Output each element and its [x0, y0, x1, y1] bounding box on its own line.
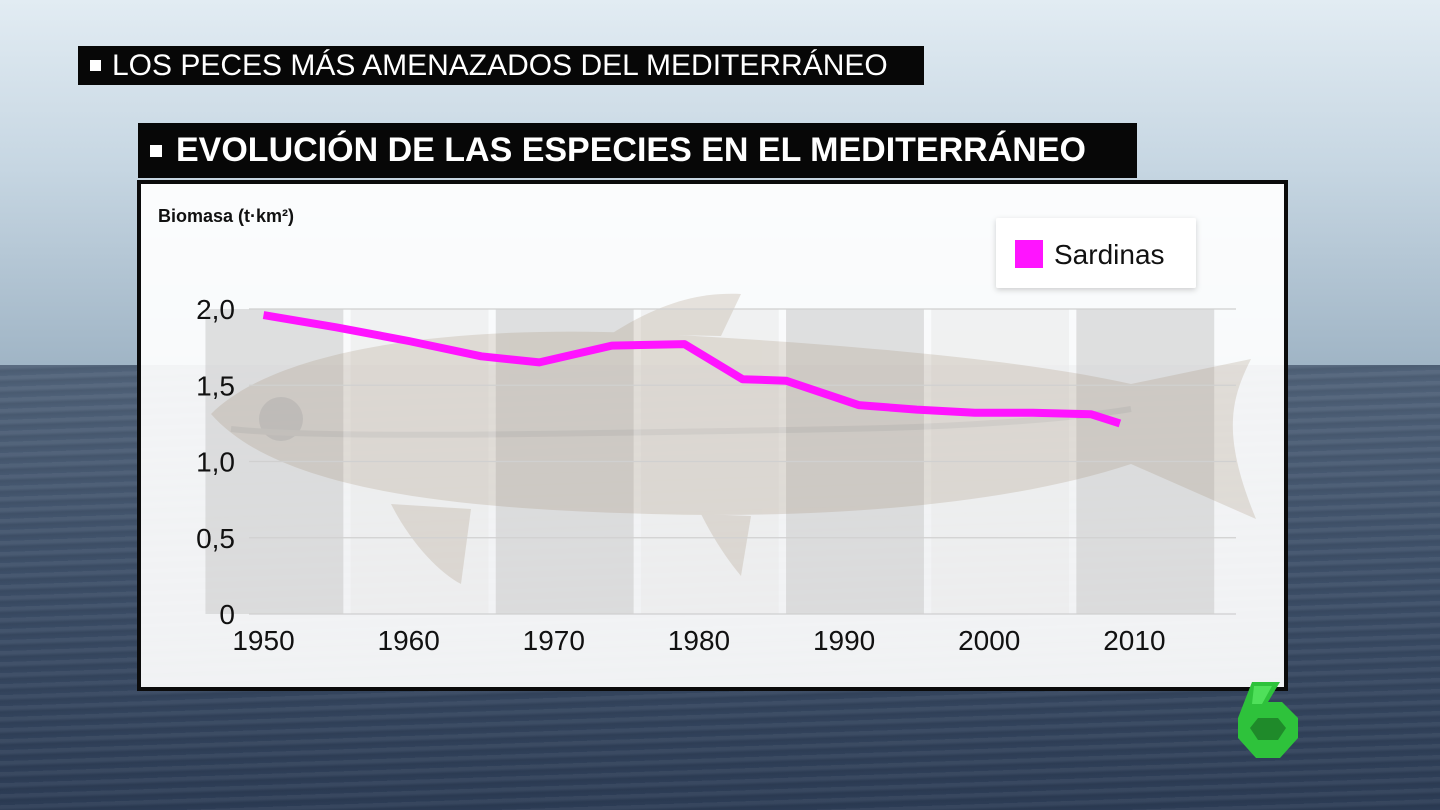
y-tick-label: 1,0	[196, 447, 235, 478]
lasexta-logo-icon	[1238, 682, 1298, 758]
y-tick-label: 1,5	[196, 370, 235, 401]
x-tick-label: 1990	[813, 625, 875, 656]
chart-title: EVOLUCIÓN DE LAS ESPECIES EN EL MEDITERR…	[176, 131, 1086, 169]
x-tick-label: 1960	[378, 625, 440, 656]
top-banner-text: LOS PECES MÁS AMENAZADOS DEL MEDITERRÁNE…	[112, 48, 888, 82]
legend-swatch	[1015, 240, 1043, 268]
chart-title-banner: EVOLUCIÓN DE LAS ESPECIES EN EL MEDITERR…	[138, 123, 1137, 178]
legend-box	[996, 218, 1196, 288]
y-tick-label: 0,5	[196, 523, 235, 554]
chart-panel: Biomasa (t·km²) 0 0,5 1,0 1,5 2,0 1950 1960 19…	[137, 180, 1288, 691]
x-tick-label: 1980	[668, 625, 730, 656]
square-bullet-icon	[150, 144, 162, 157]
x-tick-label: 2000	[958, 625, 1020, 656]
top-banner: LOS PECES MÁS AMENAZADOS DEL MEDITERRÁNE…	[78, 46, 924, 85]
series-line-sardinas	[262, 311, 1122, 428]
y-tick-label: 0	[219, 599, 235, 630]
square-bullet-icon	[90, 60, 101, 71]
y-tick-label: 2,0	[196, 294, 235, 325]
legend-label: Sardinas	[1054, 239, 1165, 270]
sardine-illustration	[211, 293, 1256, 584]
line-chart: Biomasa (t·km²) 0 0,5 1,0 1,5 2,0 1950 1960 19…	[158, 206, 1256, 656]
x-tick-label: 1970	[523, 625, 585, 656]
x-tick-label: 2010	[1103, 625, 1165, 656]
y-axis-label: Biomasa (t·km²)	[158, 206, 294, 226]
x-tick-label: 1950	[232, 625, 294, 656]
